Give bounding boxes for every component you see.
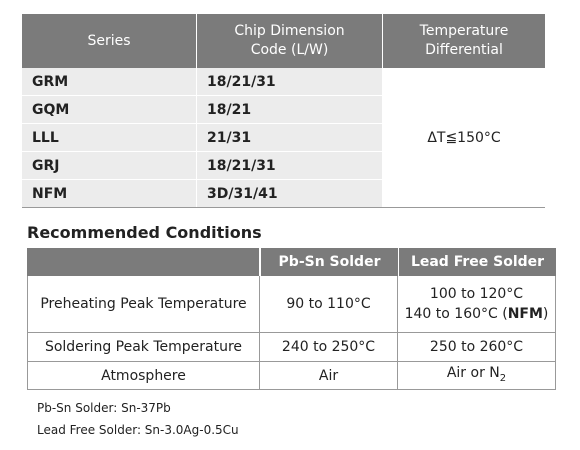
table-cell: 21/31	[197, 124, 382, 152]
cell-text: Soldering Peak Temperature	[44, 339, 243, 355]
cell-text: 140 to 160°C (NFM)	[405, 304, 549, 324]
header-cell	[27, 248, 259, 276]
table-cell: GRM	[22, 68, 196, 96]
header-text: Series	[87, 32, 131, 49]
cell-text: Air	[318, 367, 339, 384]
table-cell: GRJ	[22, 152, 196, 180]
header-text: Lead Free Solder	[410, 253, 545, 270]
cell-text: 240 to 250°C	[281, 339, 376, 355]
cell-text: 18/21/31	[207, 73, 276, 90]
header-cell: Temperature Differential	[383, 14, 545, 68]
rule	[22, 207, 545, 208]
table-cell: NFM	[22, 180, 196, 208]
section-heading: Recommended Conditions	[27, 223, 262, 242]
table-cell: LLL	[22, 124, 196, 152]
cell-text: GRJ	[32, 157, 60, 174]
table-cell: GQM	[22, 96, 196, 124]
cell-text: GQM	[32, 101, 70, 118]
cell-text: ΔT≦150°C	[427, 130, 501, 146]
cell-text: NFM	[32, 185, 68, 202]
temperature-cell: ΔT≦150°C	[383, 68, 545, 208]
header-text: Chip Dimension	[234, 23, 345, 39]
table-cell: 18/21/31	[197, 68, 382, 96]
cell-text: 18/21	[207, 101, 252, 118]
table-cell: 100 to 120°C 140 to 160°C (NFM)	[398, 276, 556, 333]
header-cell: Series	[22, 14, 196, 68]
cell-text: LLL	[32, 129, 59, 146]
cell-text: 21/31	[207, 129, 252, 146]
table-cell: 90 to 110°C	[260, 276, 398, 333]
table-cell: 18/21	[197, 96, 382, 124]
cell-text: 100 to 120°C	[429, 286, 524, 302]
table-cell: Air or N2	[398, 362, 556, 390]
table-cell: Soldering Peak Temperature	[27, 333, 260, 362]
header-cell: Pb-Sn Solder	[261, 248, 398, 276]
footnote: Pb-Sn Solder: Sn-37Pb	[37, 401, 171, 415]
footnote: Lead Free Solder: Sn-3.0Ag-0.5Cu	[37, 423, 239, 437]
cell-text: Preheating Peak Temperature	[40, 296, 247, 312]
header-text: Code (L/W)	[250, 42, 329, 58]
cell-text: Air or N2	[447, 363, 506, 389]
header-text: Pb-Sn Solder	[278, 253, 381, 270]
cell-text: 3D/31/41	[207, 185, 278, 202]
header-cell: Chip Dimension Code (L/W)	[197, 14, 382, 68]
cell-text: )	[542, 306, 549, 322]
table-cell: Air	[260, 362, 398, 390]
cell-text: Atmosphere	[101, 367, 186, 384]
table-cell: 250 to 260°C	[398, 333, 556, 362]
table-cell: Atmosphere	[27, 362, 260, 390]
cell-text: 90 to 110°C	[286, 296, 371, 312]
cell-text: 2	[499, 372, 507, 384]
cell-text: 140 to 160°C (	[404, 306, 508, 322]
header-text: Temperature	[419, 23, 509, 39]
cell-text: 250 to 260°C	[429, 339, 524, 355]
cell-text: 18/21/31	[207, 157, 276, 174]
table-cell: Preheating Peak Temperature	[27, 276, 260, 333]
table-cell: 18/21/31	[197, 152, 382, 180]
table-cell: 240 to 250°C	[260, 333, 398, 362]
header-text: Differential	[425, 42, 503, 58]
cell-text: GRM	[32, 73, 69, 90]
cell-text: NFM	[507, 306, 543, 322]
header-cell: Lead Free Solder	[399, 248, 556, 276]
table-cell: 3D/31/41	[197, 180, 382, 208]
cell-text: Air or N	[446, 364, 500, 381]
